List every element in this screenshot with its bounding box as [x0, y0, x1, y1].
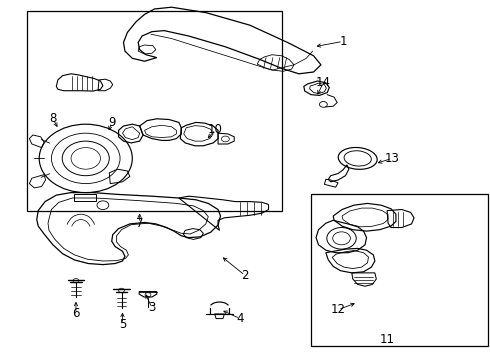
- Text: 8: 8: [49, 112, 57, 125]
- Text: 6: 6: [72, 307, 80, 320]
- Text: 5: 5: [119, 318, 126, 330]
- Text: 2: 2: [241, 269, 249, 282]
- Text: 3: 3: [148, 301, 156, 314]
- Text: 9: 9: [108, 116, 116, 129]
- Text: 12: 12: [331, 303, 345, 316]
- Bar: [311, 194, 488, 346]
- Text: 1: 1: [339, 35, 347, 48]
- Text: 4: 4: [236, 312, 244, 325]
- Text: 14: 14: [316, 76, 331, 89]
- Text: 7: 7: [136, 217, 144, 230]
- Text: 13: 13: [385, 152, 399, 165]
- Bar: [27, 11, 282, 211]
- Text: 11: 11: [380, 333, 394, 346]
- Text: 10: 10: [208, 123, 223, 136]
